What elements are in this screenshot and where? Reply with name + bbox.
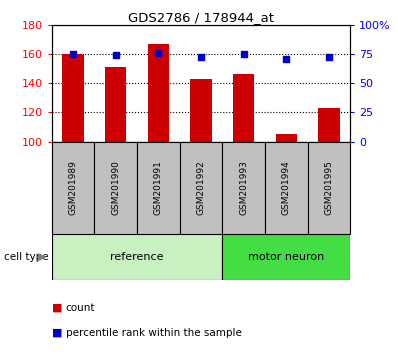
Text: GSM201994: GSM201994 <box>282 160 291 215</box>
Bar <box>94 142 137 234</box>
Text: GSM201995: GSM201995 <box>324 160 334 215</box>
Bar <box>222 234 350 280</box>
Text: GSM201993: GSM201993 <box>239 160 248 215</box>
Bar <box>148 44 169 142</box>
Bar <box>318 108 339 142</box>
Bar <box>52 142 94 234</box>
Text: GSM201992: GSM201992 <box>197 160 205 215</box>
Bar <box>265 142 308 234</box>
Text: motor neuron: motor neuron <box>248 252 324 262</box>
Bar <box>137 142 179 234</box>
Text: ■: ■ <box>52 303 62 313</box>
Bar <box>275 134 297 142</box>
Bar <box>190 79 212 142</box>
Text: count: count <box>66 303 95 313</box>
Text: ▶: ▶ <box>38 252 46 262</box>
Bar <box>105 67 127 142</box>
Text: GSM201989: GSM201989 <box>68 160 78 215</box>
Bar <box>52 234 222 280</box>
Bar <box>62 54 84 142</box>
Text: GSM201990: GSM201990 <box>111 160 120 215</box>
Text: reference: reference <box>110 252 164 262</box>
Text: GSM201991: GSM201991 <box>154 160 163 215</box>
Text: ■: ■ <box>52 328 62 338</box>
Bar <box>308 142 350 234</box>
Text: cell type: cell type <box>4 252 49 262</box>
Bar <box>233 74 254 142</box>
Text: percentile rank within the sample: percentile rank within the sample <box>66 328 242 338</box>
Bar <box>179 142 222 234</box>
Bar <box>222 142 265 234</box>
Title: GDS2786 / 178944_at: GDS2786 / 178944_at <box>128 11 274 24</box>
